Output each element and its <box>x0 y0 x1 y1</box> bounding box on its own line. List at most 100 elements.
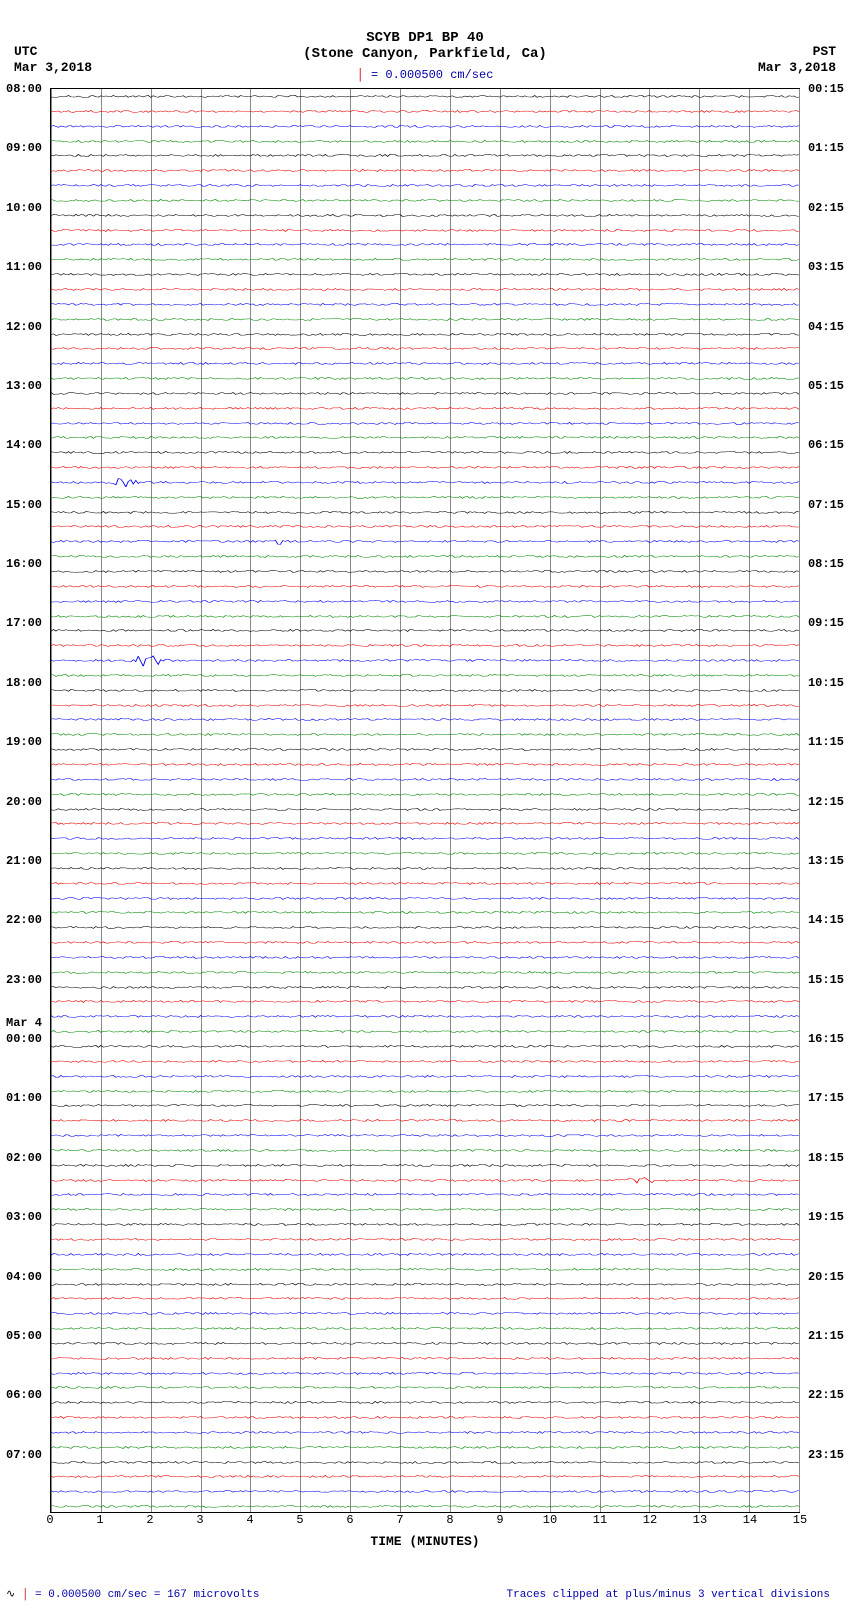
x-axis-tick: 5 <box>296 1513 303 1527</box>
utc-time-label: 12:00 <box>6 320 42 334</box>
pst-time-label: 22:15 <box>808 1388 844 1402</box>
seismic-trace <box>51 1306 799 1321</box>
x-axis-label: TIME (MINUTES) <box>370 1534 479 1549</box>
seismic-trace <box>51 505 799 520</box>
seismic-trace <box>51 148 799 163</box>
pst-time-label: 00:15 <box>808 82 844 96</box>
seismic-trace <box>51 594 799 609</box>
seismic-trace <box>51 876 799 891</box>
seismic-trace <box>51 223 799 238</box>
pst-time-label: 15:15 <box>808 973 844 987</box>
seismic-trace <box>51 727 799 742</box>
seismic-trace <box>51 327 799 342</box>
seismic-trace <box>51 416 799 431</box>
seismic-trace <box>51 297 799 312</box>
seismic-trace <box>51 831 799 846</box>
seismic-trace <box>51 1351 799 1366</box>
seismogram-container: SCYB DP1 BP 40 (Stone Canyon, Parkfield,… <box>0 0 850 1613</box>
x-axis-tick: 3 <box>196 1513 203 1527</box>
seismic-trace <box>51 638 799 653</box>
x-axis-tick: 12 <box>643 1513 657 1527</box>
seismic-trace <box>51 1395 799 1410</box>
x-axis: TIME (MINUTES) 0123456789101112131415 <box>50 1513 800 1541</box>
seismic-trace <box>51 1262 799 1277</box>
seismic-trace <box>51 1039 799 1054</box>
pst-time-label: 09:15 <box>808 616 844 630</box>
pst-time-label: 20:15 <box>808 1270 844 1284</box>
seismic-trace <box>51 1024 799 1039</box>
seismic-trace <box>51 490 799 505</box>
seismic-trace <box>51 89 799 104</box>
seismic-trace <box>51 861 799 876</box>
x-axis-tick: 8 <box>446 1513 453 1527</box>
x-axis-tick: 6 <box>346 1513 353 1527</box>
utc-time-label: 08:00 <box>6 82 42 96</box>
seismic-trace <box>51 950 799 965</box>
utc-time-label: 16:00 <box>6 557 42 571</box>
pst-time-label: 07:15 <box>808 498 844 512</box>
seismic-trace <box>51 1173 799 1188</box>
x-axis-tick: 15 <box>793 1513 807 1527</box>
seismic-trace <box>51 1291 799 1306</box>
pst-time-label: 21:15 <box>808 1329 844 1343</box>
x-axis-tick: 9 <box>496 1513 503 1527</box>
seismic-trace <box>51 816 799 831</box>
pst-time-label: 06:15 <box>808 438 844 452</box>
seismic-trace <box>51 1499 799 1514</box>
pst-time-label: 04:15 <box>808 320 844 334</box>
utc-time-label: 02:00 <box>6 1151 42 1165</box>
seismic-trace <box>51 519 799 534</box>
pst-time-label: 17:15 <box>808 1091 844 1105</box>
seismic-trace <box>51 787 799 802</box>
seismic-trace <box>51 134 799 149</box>
seismic-trace <box>51 683 799 698</box>
utc-time-label: 10:00 <box>6 201 42 215</box>
utc-time-label: 22:00 <box>6 913 42 927</box>
utc-time-label: 21:00 <box>6 854 42 868</box>
footer-bar-icon: │ <box>22 1589 29 1601</box>
pst-time-label: 11:15 <box>808 735 844 749</box>
scale-bar-icon: │ <box>357 68 364 82</box>
utc-time-label: 05:00 <box>6 1329 42 1343</box>
utc-time-label: 20:00 <box>6 795 42 809</box>
seismic-trace <box>51 1158 799 1173</box>
seismic-trace <box>51 994 799 1009</box>
pst-time-label: 18:15 <box>808 1151 844 1165</box>
seismic-trace <box>51 668 799 683</box>
utc-time-label: 00:00 <box>6 1032 42 1046</box>
seismic-trace <box>51 920 799 935</box>
timezone-left-label: UTC <box>14 44 37 59</box>
seismic-trace <box>51 356 799 371</box>
seismic-trace <box>51 1054 799 1069</box>
station-title: SCYB DP1 BP 40 <box>0 0 850 46</box>
date-left-label: Mar 3,2018 <box>14 60 92 75</box>
seismic-trace <box>51 1128 799 1143</box>
seismic-trace <box>51 1232 799 1247</box>
utc-time-label: 13:00 <box>6 379 42 393</box>
seismic-trace <box>51 534 799 549</box>
pst-time-label: 23:15 <box>808 1448 844 1462</box>
seismic-trace <box>51 1321 799 1336</box>
seismic-trace <box>51 341 799 356</box>
seismic-trace <box>51 579 799 594</box>
seismic-trace <box>51 1247 799 1262</box>
pst-time-label: 08:15 <box>808 557 844 571</box>
x-axis-tick: 0 <box>46 1513 53 1527</box>
seismic-trace <box>51 267 799 282</box>
seismic-trace <box>51 549 799 564</box>
x-axis-tick: 2 <box>146 1513 153 1527</box>
seismic-trace <box>51 980 799 995</box>
seismic-trace <box>51 564 799 579</box>
pst-time-label: 10:15 <box>808 676 844 690</box>
seismic-trace <box>51 1336 799 1351</box>
seismic-trace <box>51 178 799 193</box>
utc-time-label: 04:00 <box>6 1270 42 1284</box>
seismic-trace <box>51 460 799 475</box>
utc-time-label: 01:00 <box>6 1091 42 1105</box>
seismic-trace <box>51 623 799 638</box>
seismic-trace <box>51 712 799 727</box>
seismic-trace <box>51 1484 799 1499</box>
seismic-trace <box>51 772 799 787</box>
seismic-trace <box>51 1202 799 1217</box>
utc-time-label: 03:00 <box>6 1210 42 1224</box>
